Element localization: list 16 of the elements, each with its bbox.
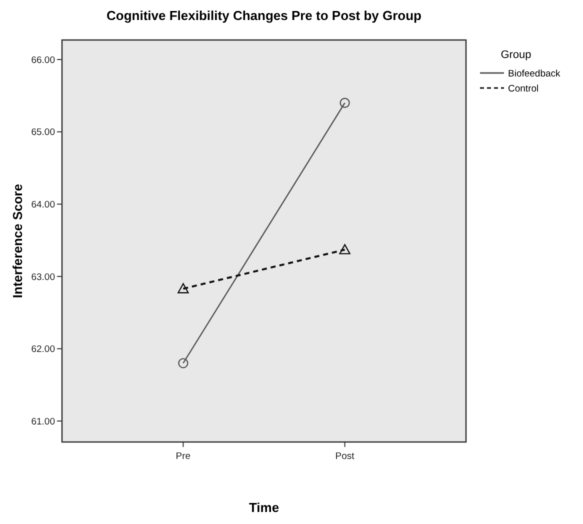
chart-title: Cognitive Flexibility Changes Pre to Post by Group bbox=[106, 8, 422, 23]
y-tick-label: 65.00 bbox=[31, 127, 55, 138]
y-tick-label: 66.00 bbox=[31, 54, 55, 66]
point bbox=[340, 98, 350, 108]
y-tick-label: 62.00 bbox=[31, 344, 55, 356]
x-axis-title: Time bbox=[248, 500, 280, 515]
legend-label: Control bbox=[508, 83, 539, 94]
y-tick-label: 63.00 bbox=[31, 272, 55, 283]
point bbox=[178, 358, 188, 368]
x-tick-label: Pre bbox=[176, 451, 191, 462]
x-tick-label: Post bbox=[335, 451, 355, 462]
y-axis-title: Interference Score bbox=[10, 184, 25, 298]
y-tick-label: 64.00 bbox=[31, 199, 55, 210]
legend-title: Group bbox=[500, 49, 532, 61]
legend-label: Biofeedback bbox=[508, 68, 561, 80]
y-tick-label: 61.00 bbox=[31, 416, 55, 428]
